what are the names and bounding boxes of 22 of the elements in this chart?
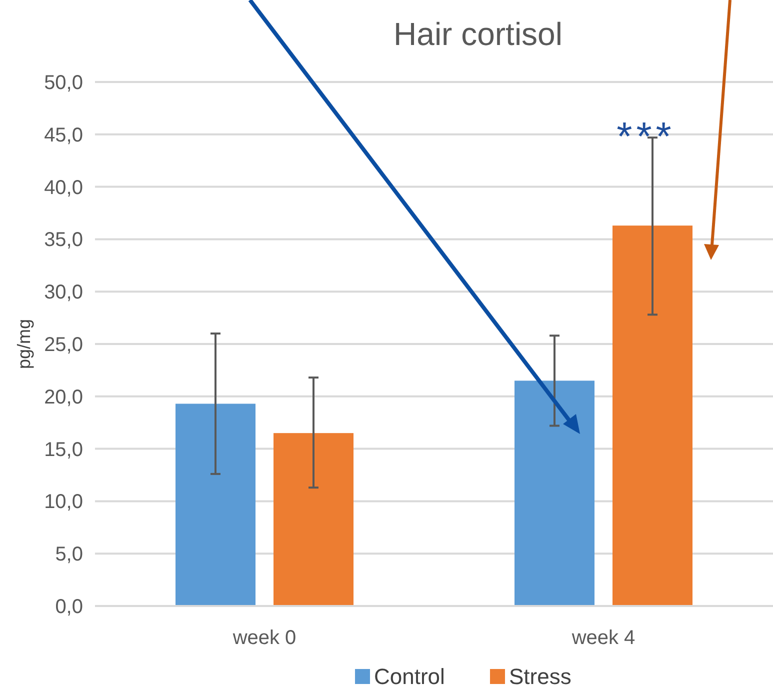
legend-label: Stress xyxy=(509,664,572,689)
x-tick-label: week 4 xyxy=(570,627,636,649)
bar xyxy=(274,433,354,606)
annotation: *** xyxy=(616,115,676,159)
y-tick-label: 10,0 xyxy=(44,491,83,514)
y-tick-label: 40,0 xyxy=(44,176,83,199)
chart-title: Hair cortisol xyxy=(394,16,562,52)
y-tick-label: 5,0 xyxy=(55,544,83,566)
x-tick-label: week 0 xyxy=(232,627,296,649)
y-axis-title: pg/mg xyxy=(14,318,34,370)
legend-label: Control xyxy=(374,664,445,689)
bar xyxy=(176,404,256,606)
bar xyxy=(514,380,594,606)
y-tick-label: 25,0 xyxy=(44,334,83,356)
y-tick-label: 15,0 xyxy=(44,438,83,461)
y-tick-label: 45,0 xyxy=(44,124,83,146)
y-tick-label: 0,0 xyxy=(55,596,83,618)
y-tick-label: 30,0 xyxy=(44,282,83,304)
y-tick-label: 20,0 xyxy=(44,386,83,408)
y-tick-label: 35,0 xyxy=(44,229,83,252)
bar xyxy=(612,226,692,606)
y-tick-label: 50,0 xyxy=(44,72,83,94)
